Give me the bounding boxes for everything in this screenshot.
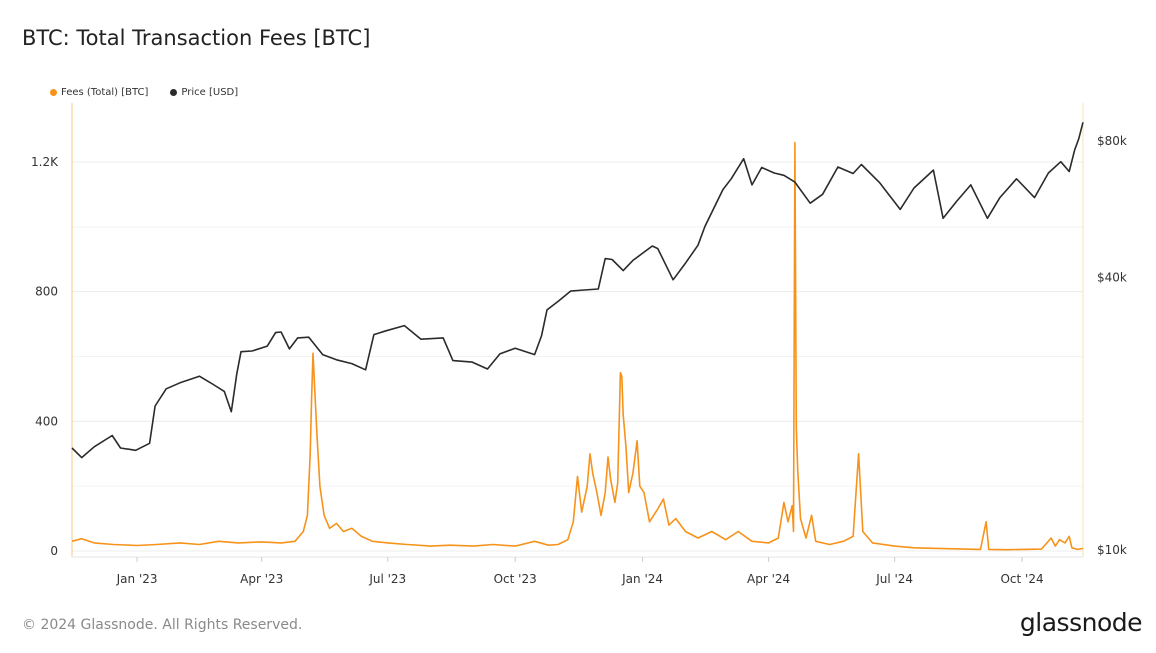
x-tick-label: Oct '23: [494, 572, 537, 586]
chart-legend: Fees (Total) [BTC] Price [USD]: [50, 87, 238, 98]
x-tick-label: Oct '24: [1000, 572, 1043, 586]
legend-dot-price: [170, 89, 178, 96]
brand-logo: glassnode: [1019, 608, 1143, 637]
y-left-tick-label: 800: [35, 285, 58, 299]
x-tick-label: Jul '23: [368, 572, 406, 586]
legend-item-fees[interactable]: Fees (Total) [BTC]: [50, 87, 148, 98]
page-title: BTC: Total Transaction Fees [BTC]: [22, 26, 371, 50]
y-left-tick-label: 400: [35, 414, 58, 428]
x-tick-label: Jul '24: [875, 572, 913, 586]
x-tick-label: Apr '24: [747, 572, 790, 586]
y-right-tick-label: $10k: [1097, 543, 1127, 557]
copyright-text: © 2024 Glassnode. All Rights Reserved.: [22, 617, 303, 633]
legend-label-fees: Fees (Total) [BTC]: [61, 87, 149, 98]
legend-label-price: Price [USD]: [181, 87, 239, 98]
y-left-tick-label: 0: [50, 544, 58, 558]
series-line-fees: [71, 141, 1084, 551]
legend-item-price[interactable]: Price [USD]: [170, 87, 238, 98]
x-tick-label: Jan '24: [621, 572, 663, 586]
legend-dot-fees: [50, 89, 57, 96]
x-tick-label: Jan '23: [116, 572, 158, 586]
x-tick-label: Apr '23: [240, 572, 283, 586]
y-left-tick-label: 1.2K: [31, 155, 59, 169]
chart-canvas: 0 400 800 1.2K $10k $40k $80k Jan '23 Apr '23 Jul…: [31, 103, 1127, 586]
series-line-price: [71, 122, 1084, 459]
y-right-tick-label: $80k: [1097, 134, 1127, 148]
y-right-tick-label: $40k: [1097, 270, 1127, 284]
